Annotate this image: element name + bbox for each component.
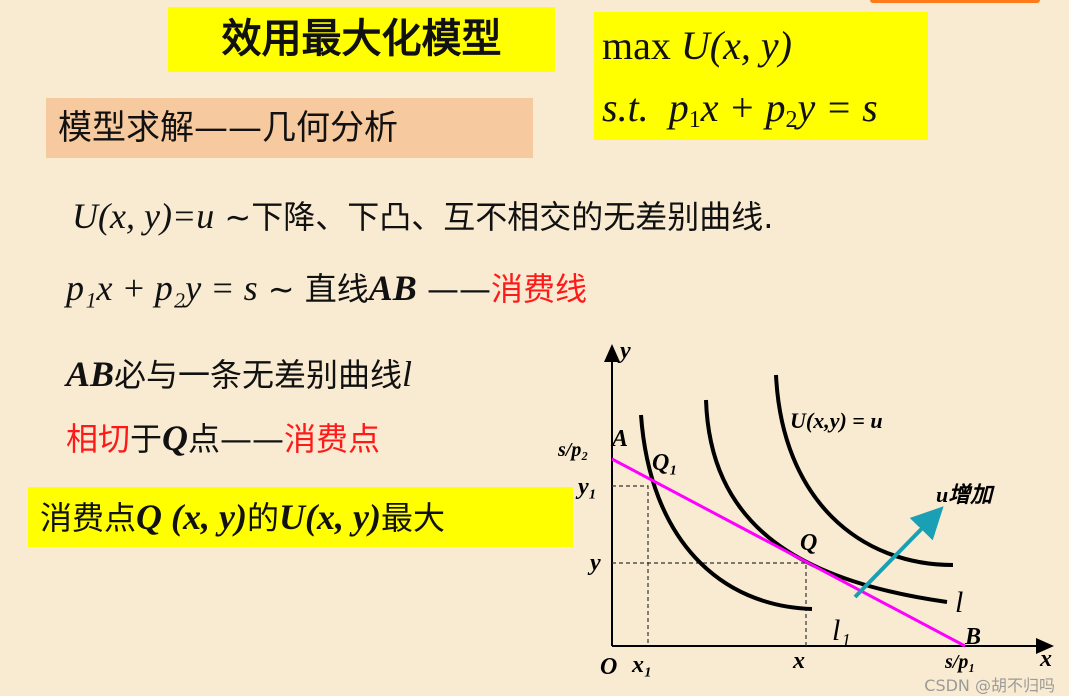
text: ~下降、下凸、互不相交的无差别曲线. <box>214 198 774 236</box>
line-consumption-point: 相切于Q点——消费点 <box>66 414 380 460</box>
p1: p <box>668 85 689 130</box>
origin-label: O <box>600 654 617 680</box>
line-indifference: U(x, y)=u ~下降、下凸、互不相交的无差别曲线. <box>72 192 773 238</box>
text: 点—— <box>188 420 285 458</box>
u-increase-label: u增加 <box>936 482 995 507</box>
summary-box: 消费点Q (x, y)的U(x, y)最大 <box>28 487 573 547</box>
x-label: x <box>792 648 805 674</box>
curve-l-label: l <box>955 586 963 619</box>
y1-label: y₁ <box>575 474 597 500</box>
q-label: Q <box>800 530 817 556</box>
q1-label: Q₁ <box>652 450 678 476</box>
x-axis-label: x <box>1039 646 1052 672</box>
p2: p <box>765 85 786 130</box>
text: 消费点 <box>40 499 137 537</box>
text: 于 <box>130 420 163 458</box>
section-heading: 模型求解——几何分析 <box>46 98 533 158</box>
text: 的 <box>246 499 279 537</box>
dash-y1 <box>612 485 649 646</box>
x-term: x + <box>700 85 766 130</box>
text: ~ 直线 <box>257 270 369 308</box>
xy: (x, y) <box>162 497 247 537</box>
y-label: y <box>587 550 601 576</box>
st-label: s.t. <box>602 85 649 130</box>
point-b: B <box>964 624 981 650</box>
constraint: s.t. p1x + p2y = s <box>602 84 878 134</box>
u-increase-arrow <box>853 506 944 599</box>
budget-line <box>611 457 966 648</box>
max-label: max <box>602 23 671 68</box>
q: Q <box>162 418 189 458</box>
budget-line-label: 消费线 <box>490 270 587 308</box>
s-p2-label: s/p₂ <box>557 439 588 461</box>
objective-function: U(x, y) <box>680 23 792 68</box>
y-term: y = s <box>797 85 878 130</box>
y-axis-label: y <box>617 338 631 364</box>
u: U(x, y) <box>279 497 381 537</box>
tangent-word: 相切 <box>66 420 131 458</box>
math: U(x, y)=u <box>72 196 215 236</box>
point-a: A <box>610 426 628 452</box>
ab: AB <box>66 354 115 394</box>
l: l <box>402 354 413 394</box>
curve-l1 <box>639 414 813 611</box>
optimization-formula: max U(x, y) s.t. p1x + p2y = s <box>594 12 928 140</box>
x1-label: x₁ <box>631 652 652 678</box>
curve-equation: U(x,y) = u <box>790 408 883 433</box>
slide-title: 效用最大化模型 <box>168 7 555 72</box>
line-budget: p₁x + p₂y = s ~ 直线AB ——消费线 <box>66 264 587 310</box>
curve-l <box>704 399 948 604</box>
ab: AB <box>368 268 417 308</box>
text: 最大 <box>380 499 445 537</box>
sub-1: 1 <box>688 107 701 133</box>
curve-l1-label: l₁ <box>832 614 851 647</box>
watermark: CSDN @胡不归吗 <box>924 676 1055 695</box>
math: p₁x + p₂y = s <box>66 268 258 308</box>
orange-bar <box>870 0 1040 3</box>
line-tangent: AB必与一条无差别曲线l <box>66 350 412 396</box>
q: Q <box>136 497 163 537</box>
curve-outer <box>774 374 954 567</box>
dash-y <box>612 562 807 646</box>
text: 必与一条无差别曲线 <box>114 356 403 394</box>
dash: —— <box>416 270 491 308</box>
s-p1-label: s/p₁ <box>944 651 975 673</box>
sub-2: 2 <box>785 107 798 133</box>
consumption-point-label: 消费点 <box>284 420 381 458</box>
